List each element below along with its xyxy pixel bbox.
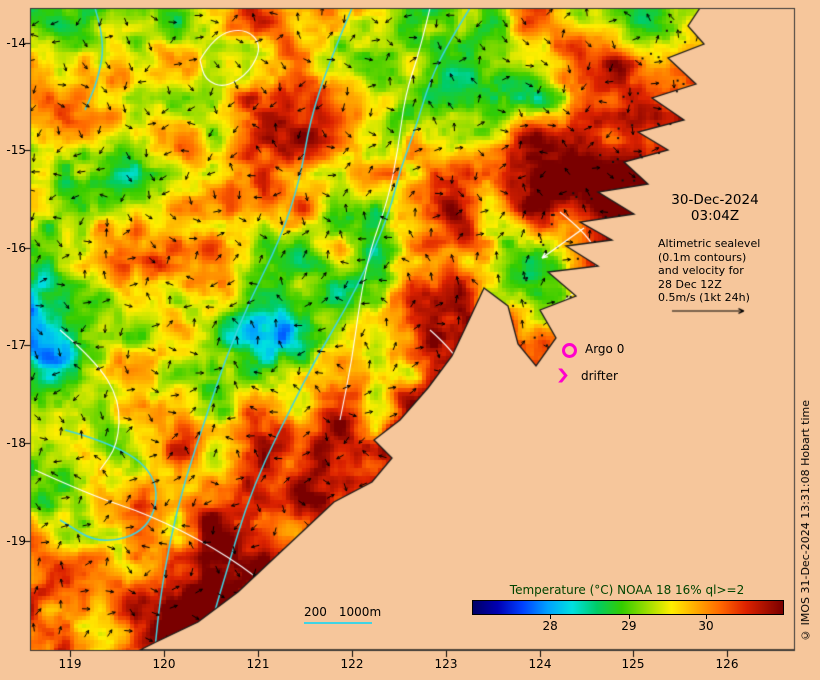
- bathymetry-legend-200: 200: [304, 605, 327, 619]
- lat-tick-label: -18: [6, 436, 26, 450]
- bathymetry-legend: 200 1000m: [304, 605, 393, 624]
- lon-tick-label: 121: [246, 657, 270, 671]
- date-line: 30-Dec-2024: [671, 192, 759, 208]
- colorbar-tickmark: [628, 615, 630, 619]
- drifter-marker: ❯: [555, 367, 571, 383]
- lat-tick-label: -19: [6, 534, 26, 548]
- colorbar-tickmark: [550, 615, 552, 619]
- lon-tick-label: 119: [58, 657, 82, 671]
- altimetric-note-line: (0.1m contours): [658, 250, 747, 264]
- lat-tick-label: -14: [6, 36, 26, 50]
- argo-label: Argo 0: [585, 342, 625, 356]
- drifter-label: drifter: [581, 369, 618, 383]
- lon-tick-label: 120: [152, 657, 176, 671]
- lat-tick-label: -15: [6, 143, 26, 157]
- colorbar-tick-label: 28: [542, 619, 558, 633]
- lat-tick-label: -16: [6, 241, 26, 255]
- copyright-text: © IMOS 31-Dec-2024 13:31:08 Hobart time: [799, 400, 812, 642]
- temperature-colorbar: [472, 600, 784, 615]
- lon-tick-label: 124: [528, 657, 552, 671]
- colorbar-tick-label: 30: [698, 619, 714, 633]
- lon-tick-label: 126: [715, 657, 739, 671]
- altimetric-note-line: 28 Dec 12Z: [658, 277, 722, 291]
- colorbar-tick-label: 29: [621, 619, 637, 633]
- argo-float-marker: [562, 343, 577, 358]
- time-line: 03:04Z: [690, 208, 740, 224]
- bathymetry-legend-line: [304, 622, 372, 624]
- altimetric-note-line: and velocity for: [658, 264, 744, 277]
- lon-tick-label: 122: [340, 657, 364, 671]
- colorbar-tickmark: [706, 615, 708, 619]
- altimetric-note-line: Altimetric sealevel: [658, 237, 761, 250]
- lon-tick-label: 123: [434, 657, 458, 671]
- altimetric-note-line: 0.5m/s (1kt 24h): [658, 291, 750, 304]
- bathymetry-legend-1000: 1000m: [338, 605, 382, 619]
- altimetric-note: Altimetric sealevel (0.1m contours) and …: [658, 237, 760, 305]
- lat-tick-label: -17: [6, 338, 26, 352]
- lon-tick-label: 125: [621, 657, 645, 671]
- colorbar-title: Temperature (°C) NOAA 18 16% ql>=2: [509, 583, 745, 597]
- timestamp-annotation: 30-Dec-2024 03:04Z: [652, 192, 778, 224]
